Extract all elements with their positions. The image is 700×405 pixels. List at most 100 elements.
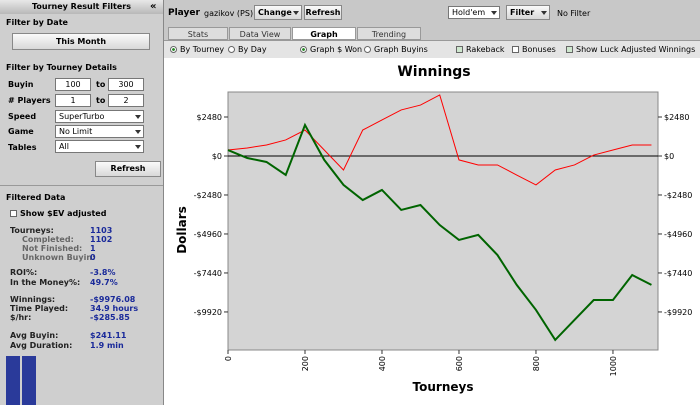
stat-label: Completed:: [22, 235, 74, 244]
radio[interactable]: Graph Buyins: [364, 45, 428, 54]
section-heading: Filter by Tourney Details: [6, 63, 117, 72]
stat-value: -3.8%: [90, 268, 116, 277]
ev-checkbox[interactable]: Show $EV adjusted: [10, 209, 106, 218]
y-tick-label: $2480: [197, 113, 222, 122]
options-bar: By Tourney By Day Graph $ Won Graph Buyi…: [164, 40, 700, 59]
radio-label: Graph Buyins: [374, 45, 428, 54]
date-button[interactable]: This Month: [12, 33, 150, 50]
radio[interactable]: By Tourney: [170, 45, 224, 54]
select-value: Hold'em: [452, 8, 486, 17]
filter-label: Tables: [8, 143, 37, 152]
x-tick-label: 200: [301, 356, 310, 371]
tab[interactable]: Data View: [229, 27, 291, 40]
text-input[interactable]: 2: [108, 94, 144, 107]
section-heading: Filter by Date: [6, 18, 68, 27]
filter-label: # Players: [8, 96, 51, 105]
y-tick-label: -$2480: [664, 191, 692, 200]
stat-label: Avg Buyin:: [10, 331, 59, 340]
stat-label: $/hr:: [10, 313, 32, 322]
toolbar: Player gazikov (PS) Change Refresh Hold'…: [164, 0, 700, 24]
chart-title: Winnings: [397, 64, 470, 80]
stat-value: 34.9 hours: [90, 304, 139, 313]
stat-value: 1: [90, 244, 96, 253]
text-input[interactable]: 1: [55, 94, 91, 107]
y-tick-label: -$9920: [664, 308, 692, 317]
stat-value: 49.7%: [90, 278, 118, 287]
button-label: Change: [258, 8, 292, 17]
y-tick-label: -$4960: [664, 230, 692, 239]
stat-label: Winnings:: [10, 295, 56, 304]
stat-value: 1103: [90, 226, 113, 235]
radio-label: Graph $ Won: [310, 45, 363, 54]
stat-label: In the Money%:: [10, 278, 81, 287]
plot-area: [227, 91, 659, 351]
y-tick-label: -$7440: [194, 269, 222, 278]
x-axis-label: Tourneys: [413, 380, 474, 394]
x-tick-label: 400: [378, 356, 387, 371]
select[interactable]: No Limit: [55, 125, 144, 138]
text-input[interactable]: 100: [55, 78, 91, 91]
stat-label: Avg Duration:: [10, 341, 73, 350]
checkbox-label: Show $EV adjusted: [20, 209, 107, 218]
x-tick-label: 600: [455, 356, 464, 371]
select[interactable]: All: [55, 140, 144, 153]
stat-value: $241.11: [90, 331, 127, 340]
range-sep: to: [96, 96, 106, 105]
bar-icon: [22, 356, 36, 405]
series-line: [227, 94, 652, 186]
stat-label: Time Played:: [10, 304, 69, 313]
button-label: Filter: [510, 8, 535, 17]
x-tick-label: 800: [532, 356, 541, 371]
filter-label: Game: [8, 127, 34, 136]
radio[interactable]: Graph $ Won: [300, 45, 362, 54]
sidebar: Tourney Result Filters « Filter by Date …: [0, 0, 164, 405]
refresh-button[interactable]: Refresh: [304, 5, 342, 20]
radio-label: By Day: [238, 45, 267, 54]
tab[interactable]: Trending: [357, 27, 421, 40]
stat-value: 1.9 min: [90, 341, 124, 350]
y-axis-label: Dollars: [175, 206, 189, 254]
filter-value: No Filter: [557, 9, 591, 18]
checkbox[interactable]: Rakeback: [456, 45, 505, 54]
y-tick-label: $2480: [664, 113, 689, 122]
tab[interactable]: Stats: [168, 27, 228, 40]
y-tick-label: $0: [212, 152, 222, 161]
select-value: SuperTurbo: [59, 112, 105, 121]
y-tick-label: -$2480: [194, 191, 222, 200]
stat-label: Tourneys:: [10, 226, 54, 235]
game-select[interactable]: Hold'em: [448, 6, 500, 19]
change-button[interactable]: Change: [254, 5, 302, 20]
bar-icon: [6, 356, 20, 405]
chart: Winnings Dollars Tourneys $2480 $2480 $0 $0…: [164, 58, 700, 405]
series-line: [227, 122, 652, 342]
checkbox[interactable]: Show Luck Adjusted Winnings: [566, 45, 695, 54]
player-label: Player: [168, 8, 200, 18]
select-value: No Limit: [59, 127, 93, 136]
stat-label: Not Finished:: [22, 244, 83, 253]
text-input[interactable]: 300: [108, 78, 144, 91]
stat-value: 0: [90, 253, 96, 262]
stat-label: Unknown Buyin:: [22, 253, 96, 262]
radio[interactable]: By Day: [228, 45, 267, 54]
x-tick-label: 1000: [609, 356, 618, 376]
section-heading: Filtered Data: [6, 193, 66, 202]
stat-value: -$285.85: [90, 313, 130, 322]
checkbox-label: Bonuses: [522, 45, 556, 54]
collapse-button[interactable]: «: [150, 1, 157, 12]
select[interactable]: SuperTurbo: [55, 110, 144, 123]
y-tick-label: -$9920: [194, 308, 222, 317]
select-value: All: [59, 142, 69, 151]
checkbox[interactable]: Bonuses: [512, 45, 556, 54]
player-name: gazikov (PS): [204, 9, 254, 18]
filter-label: Speed: [8, 112, 37, 121]
stat-value: -$9976.08: [90, 295, 136, 304]
stat-label: ROI%:: [10, 268, 38, 277]
stat-value: 1102: [90, 235, 113, 244]
sidebar-title: Tourney Result Filters: [0, 0, 163, 14]
y-tick-label: -$7440: [664, 269, 692, 278]
range-sep: to: [96, 80, 106, 89]
tab-active[interactable]: Graph: [292, 27, 356, 40]
filter-button[interactable]: Filter: [506, 5, 550, 20]
refresh-button[interactable]: Refresh: [95, 161, 161, 177]
